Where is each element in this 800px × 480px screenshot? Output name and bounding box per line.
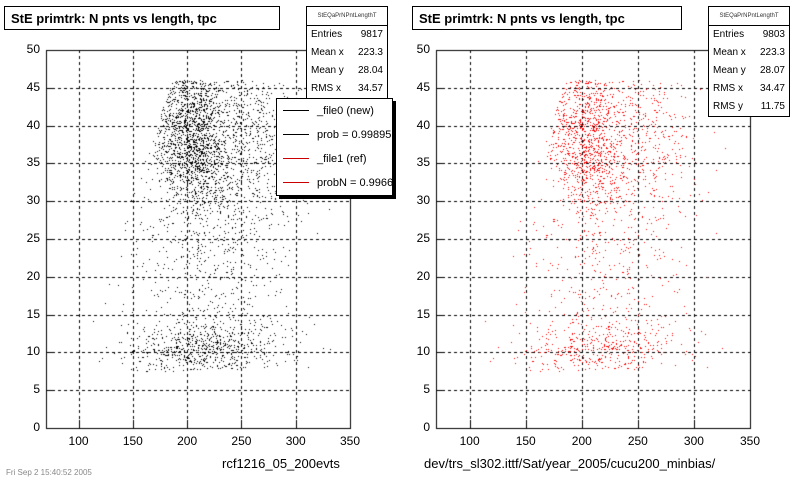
legend-entry: probN = 0.996662 — [277, 171, 392, 195]
legend-entry: _file1 (ref) — [277, 147, 392, 171]
y-tick-label: 45 — [26, 79, 40, 94]
legend-entry: prob = 0.998951 — [277, 123, 392, 147]
right-chart-title: StE primtrk: N pnts vs length, tpc — [412, 6, 682, 30]
left-bottom-label: rcf1216_05_200evts — [222, 456, 340, 471]
y-tick-label: 10 — [416, 344, 430, 359]
legend-box: _file0 (new) prob = 0.998951 _file1 (ref… — [276, 98, 393, 196]
x-tick-label: 350 — [739, 434, 761, 448]
left-stats-row: Mean y 28.04 — [311, 65, 383, 76]
left-chart-title: StE primtrk: N pnts vs length, tpc — [4, 6, 280, 30]
y-tick-label: 0 — [423, 420, 430, 434]
y-tick-label: 20 — [26, 268, 40, 283]
left-chart-title-text: StE primtrk: N pnts vs length, tpc — [11, 11, 217, 26]
right-stats-row: Mean x 223.3 — [713, 47, 785, 58]
legend-swatch — [283, 182, 309, 183]
legend-swatch — [283, 110, 309, 111]
y-tick-label: 15 — [26, 306, 40, 321]
legend-swatch — [283, 158, 309, 159]
y-tick-label: 0 — [33, 420, 40, 434]
x-tick-label: 200 — [571, 434, 592, 448]
x-tick-label: 150 — [515, 434, 536, 448]
y-tick-label: 40 — [26, 117, 40, 132]
x-tick-label: 250 — [627, 434, 648, 448]
y-tick-label: 35 — [26, 155, 40, 170]
y-tick-label: 30 — [416, 193, 430, 208]
y-tick-label: 50 — [26, 42, 40, 56]
y-tick-label: 30 — [26, 193, 40, 208]
x-tick-label: 200 — [177, 434, 198, 448]
left-stats-row: Entries 9817 — [311, 29, 383, 40]
right-chart-title-text: StE primtrk: N pnts vs length, tpc — [419, 11, 625, 26]
right-stats-row: RMS y 11.75 — [713, 101, 785, 112]
legend-entry: _file0 (new) — [277, 99, 392, 123]
y-tick-label: 40 — [416, 117, 430, 132]
x-tick-label: 350 — [339, 434, 361, 448]
left-stats-box: StEQaPrNPntLengthT Entries 9817 Mean x 223… — [306, 6, 388, 99]
right-stats-row: Mean y 28.07 — [713, 65, 785, 76]
y-tick-label: 5 — [423, 382, 430, 397]
timestamp-label: Fri Sep 2 15:40:52 2005 — [6, 468, 92, 477]
y-tick-label: 45 — [416, 79, 430, 94]
y-tick-label: 25 — [416, 231, 430, 245]
y-tick-label: 5 — [33, 382, 40, 397]
y-tick-label: 35 — [416, 155, 430, 170]
left-stats-row: RMS x 34.57 — [311, 83, 383, 94]
right-stats-box: StEQaPrNPntLengthT Entries 9803 Mean x 223… — [708, 6, 790, 117]
y-tick-label: 20 — [416, 268, 430, 283]
x-tick-label: 300 — [285, 434, 306, 448]
x-tick-label: 100 — [459, 434, 480, 448]
y-tick-label: 15 — [416, 306, 430, 321]
right-stats-header: StEQaPrNPntLengthT — [709, 7, 789, 26]
right-stats-row: Entries 9803 — [713, 29, 785, 40]
x-tick-label: 100 — [68, 434, 89, 448]
y-tick-label: 25 — [26, 231, 40, 245]
right-bottom-label: dev/trs_sl302.ittf/Sat/year_2005/cucu200… — [424, 456, 716, 471]
left-stats-row: Mean x 223.3 — [311, 47, 383, 58]
right-stats-row: RMS x 34.47 — [713, 83, 785, 94]
x-tick-label: 250 — [231, 434, 252, 448]
x-tick-label: 300 — [683, 434, 704, 448]
y-tick-label: 10 — [26, 344, 40, 359]
left-stats-header: StEQaPrNPntLengthT — [307, 7, 387, 26]
x-tick-label: 150 — [122, 434, 143, 448]
legend-swatch — [283, 134, 309, 135]
y-tick-label: 50 — [416, 42, 430, 56]
